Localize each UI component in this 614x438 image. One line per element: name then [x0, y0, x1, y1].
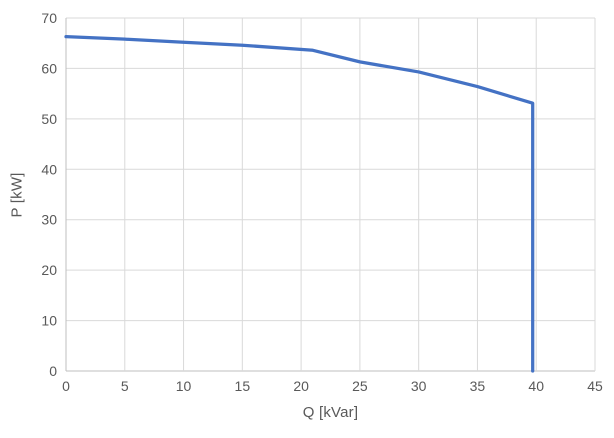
x-tick-label: 5	[121, 378, 129, 394]
series-line	[64, 35, 535, 373]
x-tick-label: 25	[352, 378, 368, 394]
x-tick-label: 30	[411, 378, 427, 394]
x-tick-label: 20	[293, 378, 309, 394]
y-tick-label: 30	[41, 212, 57, 228]
x-tick-label: 40	[528, 378, 544, 394]
x-tick-label: 10	[176, 378, 192, 394]
y-tick-label: 70	[41, 10, 57, 26]
y-axis-title: P [kW]	[8, 172, 26, 218]
x-tick-label: 15	[235, 378, 251, 394]
y-tick-label: 60	[41, 60, 57, 76]
y-tick-label: 50	[41, 111, 57, 127]
x-tick-label: 45	[587, 378, 603, 394]
y-tick-label: 40	[41, 161, 57, 177]
y-tick-label: 0	[49, 363, 57, 379]
y-tick-label: 10	[41, 313, 57, 329]
x-axis-title: Q [kVar]	[302, 404, 359, 421]
x-tick-label: 0	[62, 378, 70, 394]
x-tick-label: 35	[470, 378, 486, 394]
y-tick-label: 20	[41, 262, 57, 278]
